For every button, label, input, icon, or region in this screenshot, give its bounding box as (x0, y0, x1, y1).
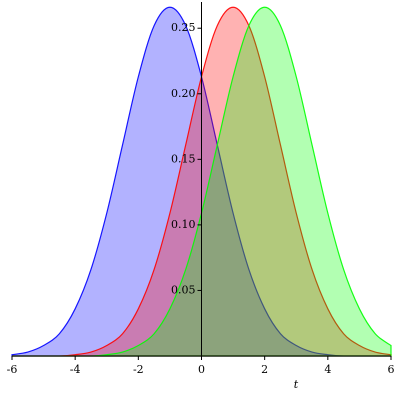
x-tick-label: 6 (388, 363, 395, 376)
x-tick-label: 4 (324, 363, 331, 376)
y-tick-label: 0.05 (171, 283, 196, 296)
x-tick-label: -4 (70, 363, 81, 376)
y-tick-label: 0.25 (171, 21, 196, 34)
x-tick-label: 2 (261, 363, 268, 376)
y-tick-label: 0.10 (171, 218, 196, 231)
x-tick-label: 0 (198, 363, 205, 376)
y-tick-label: 0.15 (171, 152, 196, 165)
y-tick-label: 0.20 (171, 87, 196, 100)
x-tick-label: -2 (133, 363, 144, 376)
x-axis-label: t (294, 378, 299, 391)
x-tick-label: -6 (7, 363, 18, 376)
